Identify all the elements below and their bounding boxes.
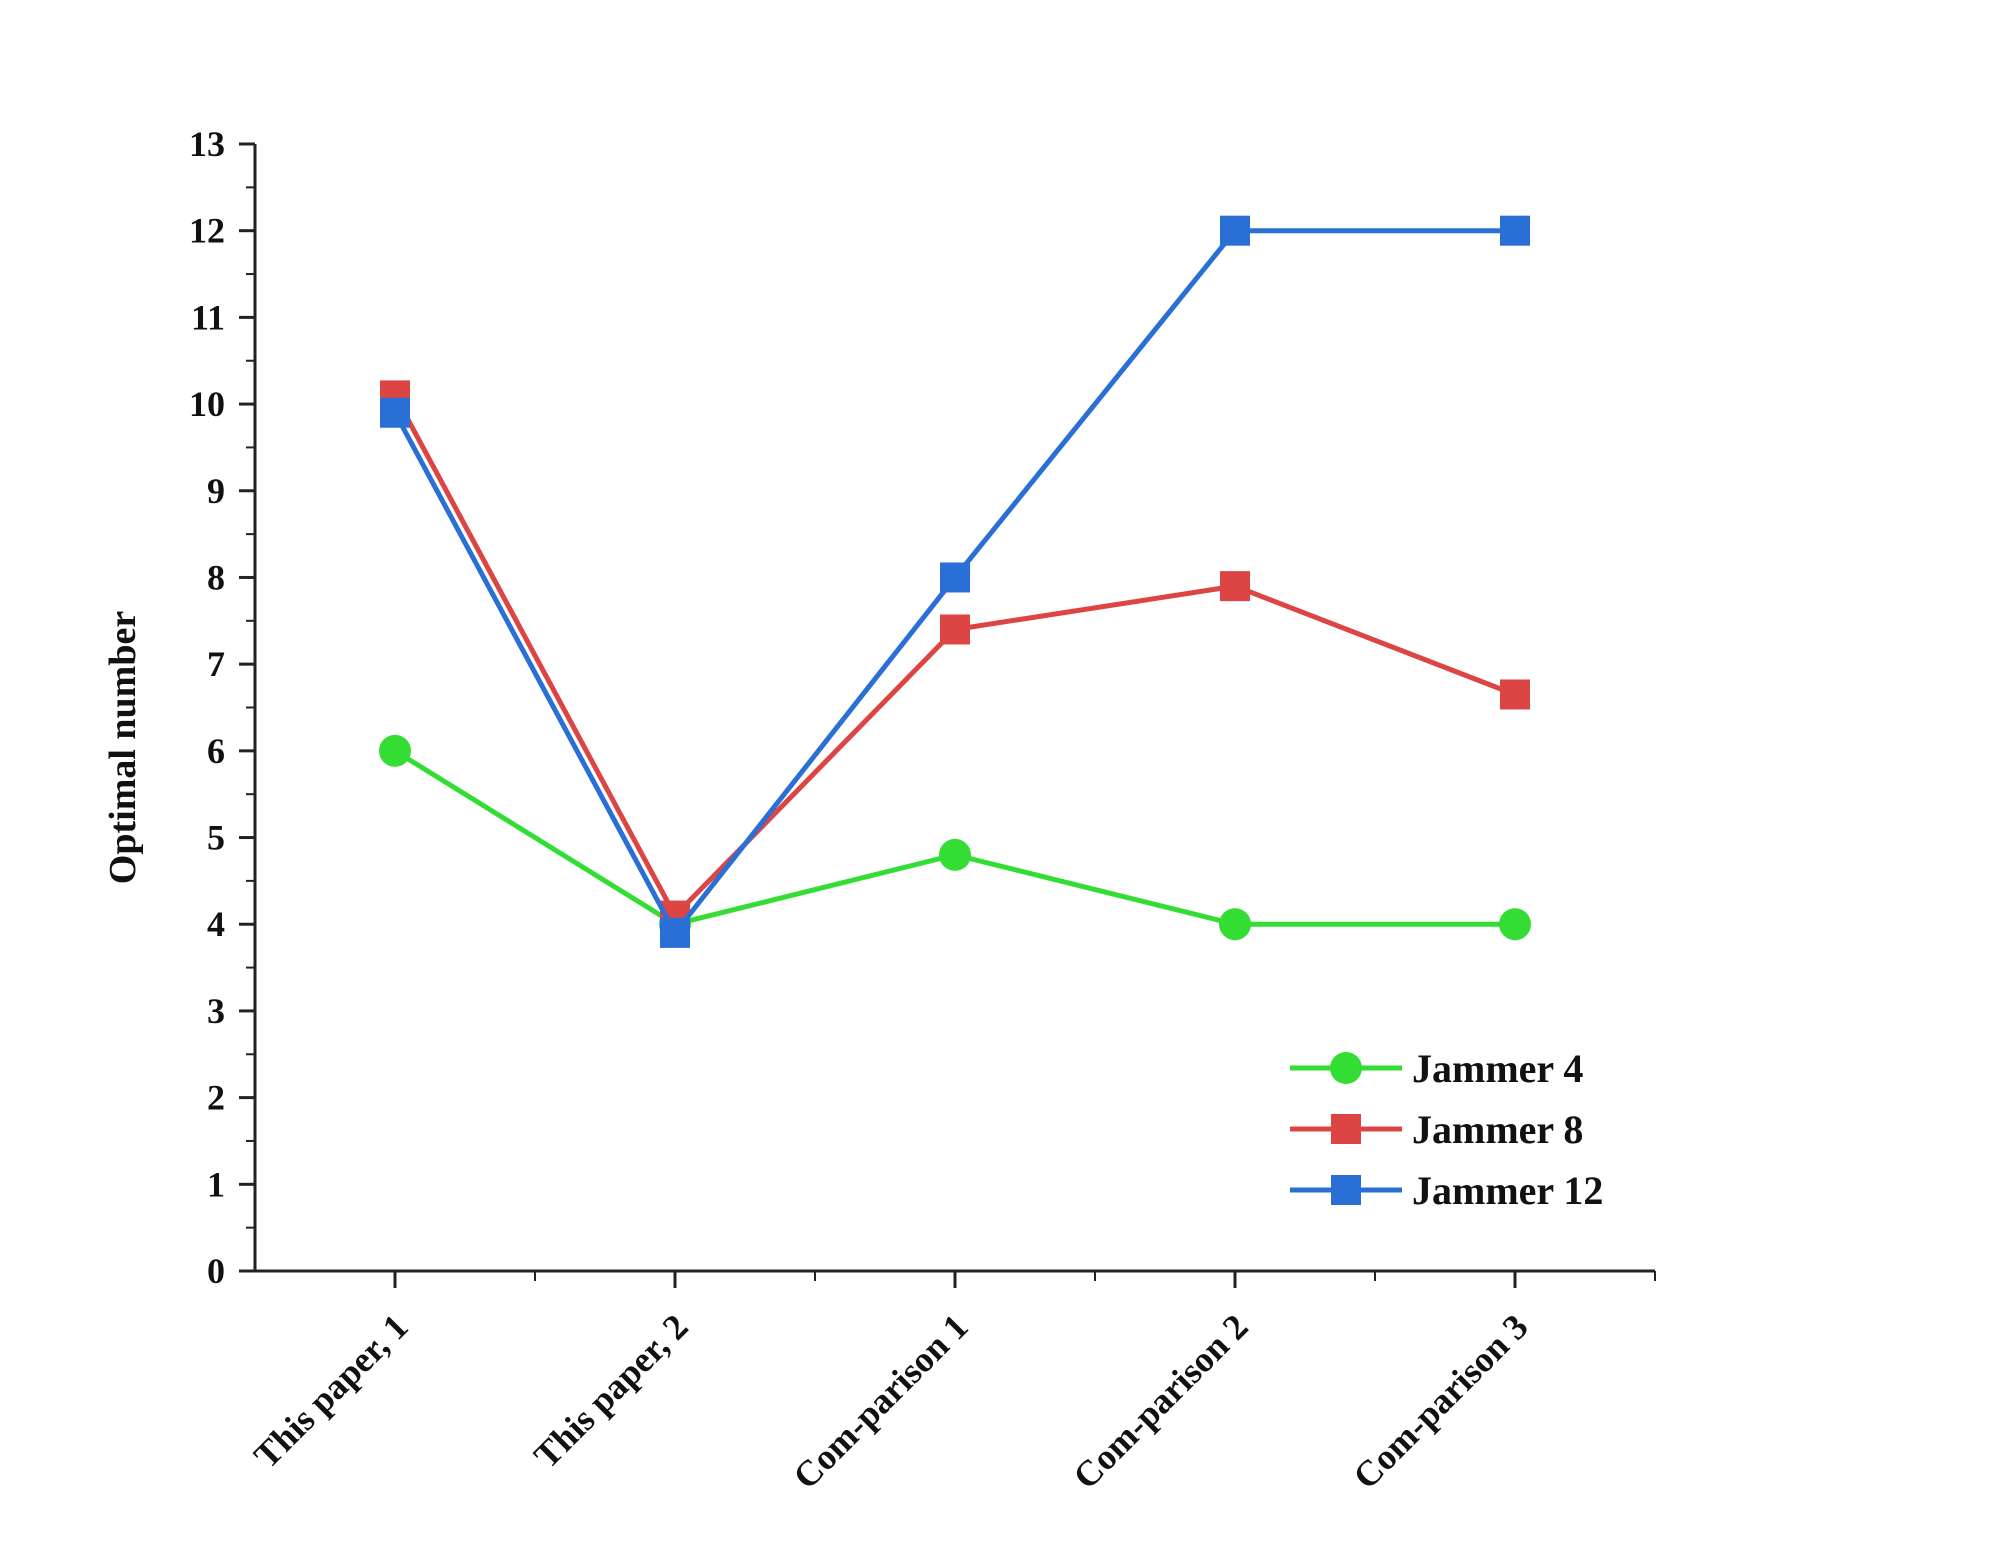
data-point [660, 917, 690, 948]
y-tick-label: 1 [207, 1164, 225, 1204]
data-point [940, 562, 970, 593]
y-tick-label: 11 [191, 297, 225, 337]
y-tick-label: 12 [189, 211, 225, 251]
legend-item: Jammer 8 [1290, 1107, 1583, 1152]
y-tick-label: 2 [207, 1078, 225, 1118]
legend-marker [1330, 1052, 1362, 1084]
data-point [379, 734, 411, 767]
data-point [380, 397, 410, 428]
legend-item: Jammer 4 [1290, 1046, 1583, 1091]
legend-marker [1331, 1114, 1361, 1144]
series-layer [379, 215, 1531, 948]
legend: Jammer 4 Jammer 8 Jammer 12 [1290, 1046, 1603, 1213]
data-point [1220, 571, 1250, 602]
y-tick-label: 4 [207, 904, 225, 944]
y-tick-label: 8 [207, 557, 225, 597]
y-tick-label: 5 [207, 818, 225, 858]
y-tick-label: 6 [207, 731, 225, 771]
legend-label: Jammer 12 [1412, 1168, 1603, 1213]
y-tick-label: 13 [189, 124, 225, 164]
y-tick-label: 7 [207, 644, 225, 684]
data-point [940, 614, 970, 645]
y-tick-label: 10 [189, 384, 225, 424]
y-tick-label: 3 [207, 991, 225, 1031]
legend-label: Jammer 8 [1412, 1107, 1583, 1152]
data-point [1500, 679, 1530, 710]
data-point [1499, 908, 1531, 941]
data-point [1219, 908, 1251, 941]
series-jammer-12 [380, 215, 1530, 948]
legend-marker [1331, 1175, 1361, 1205]
y-axis-title: Optimal number [102, 611, 144, 885]
series-jammer-8 [380, 380, 1530, 931]
data-point [939, 838, 971, 871]
legend-label: Jammer 4 [1412, 1046, 1583, 1091]
y-tick-label: 0 [207, 1251, 225, 1291]
legend-item: Jammer 12 [1290, 1168, 1603, 1213]
data-point [1220, 215, 1250, 246]
y-tick-label: 9 [207, 471, 225, 511]
data-point [1500, 215, 1530, 246]
